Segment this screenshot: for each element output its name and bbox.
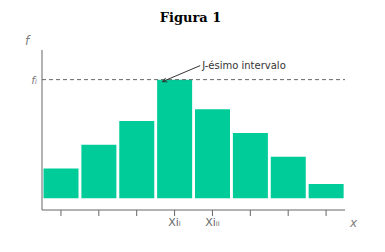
svg-text:J-ésimo intervalo: J-ésimo intervalo (201, 60, 286, 71)
svg-text:Xiᵢ: Xiᵢ (168, 216, 181, 229)
html-text:Figura 1: Figura 1 (159, 10, 222, 25)
svg-text:f: f (25, 34, 31, 48)
svg-text:fᵢ: fᵢ (31, 74, 37, 87)
svg-text:Xiᵢᵢ: Xiᵢᵢ (205, 216, 220, 229)
svg-text:x: x (349, 216, 358, 230)
